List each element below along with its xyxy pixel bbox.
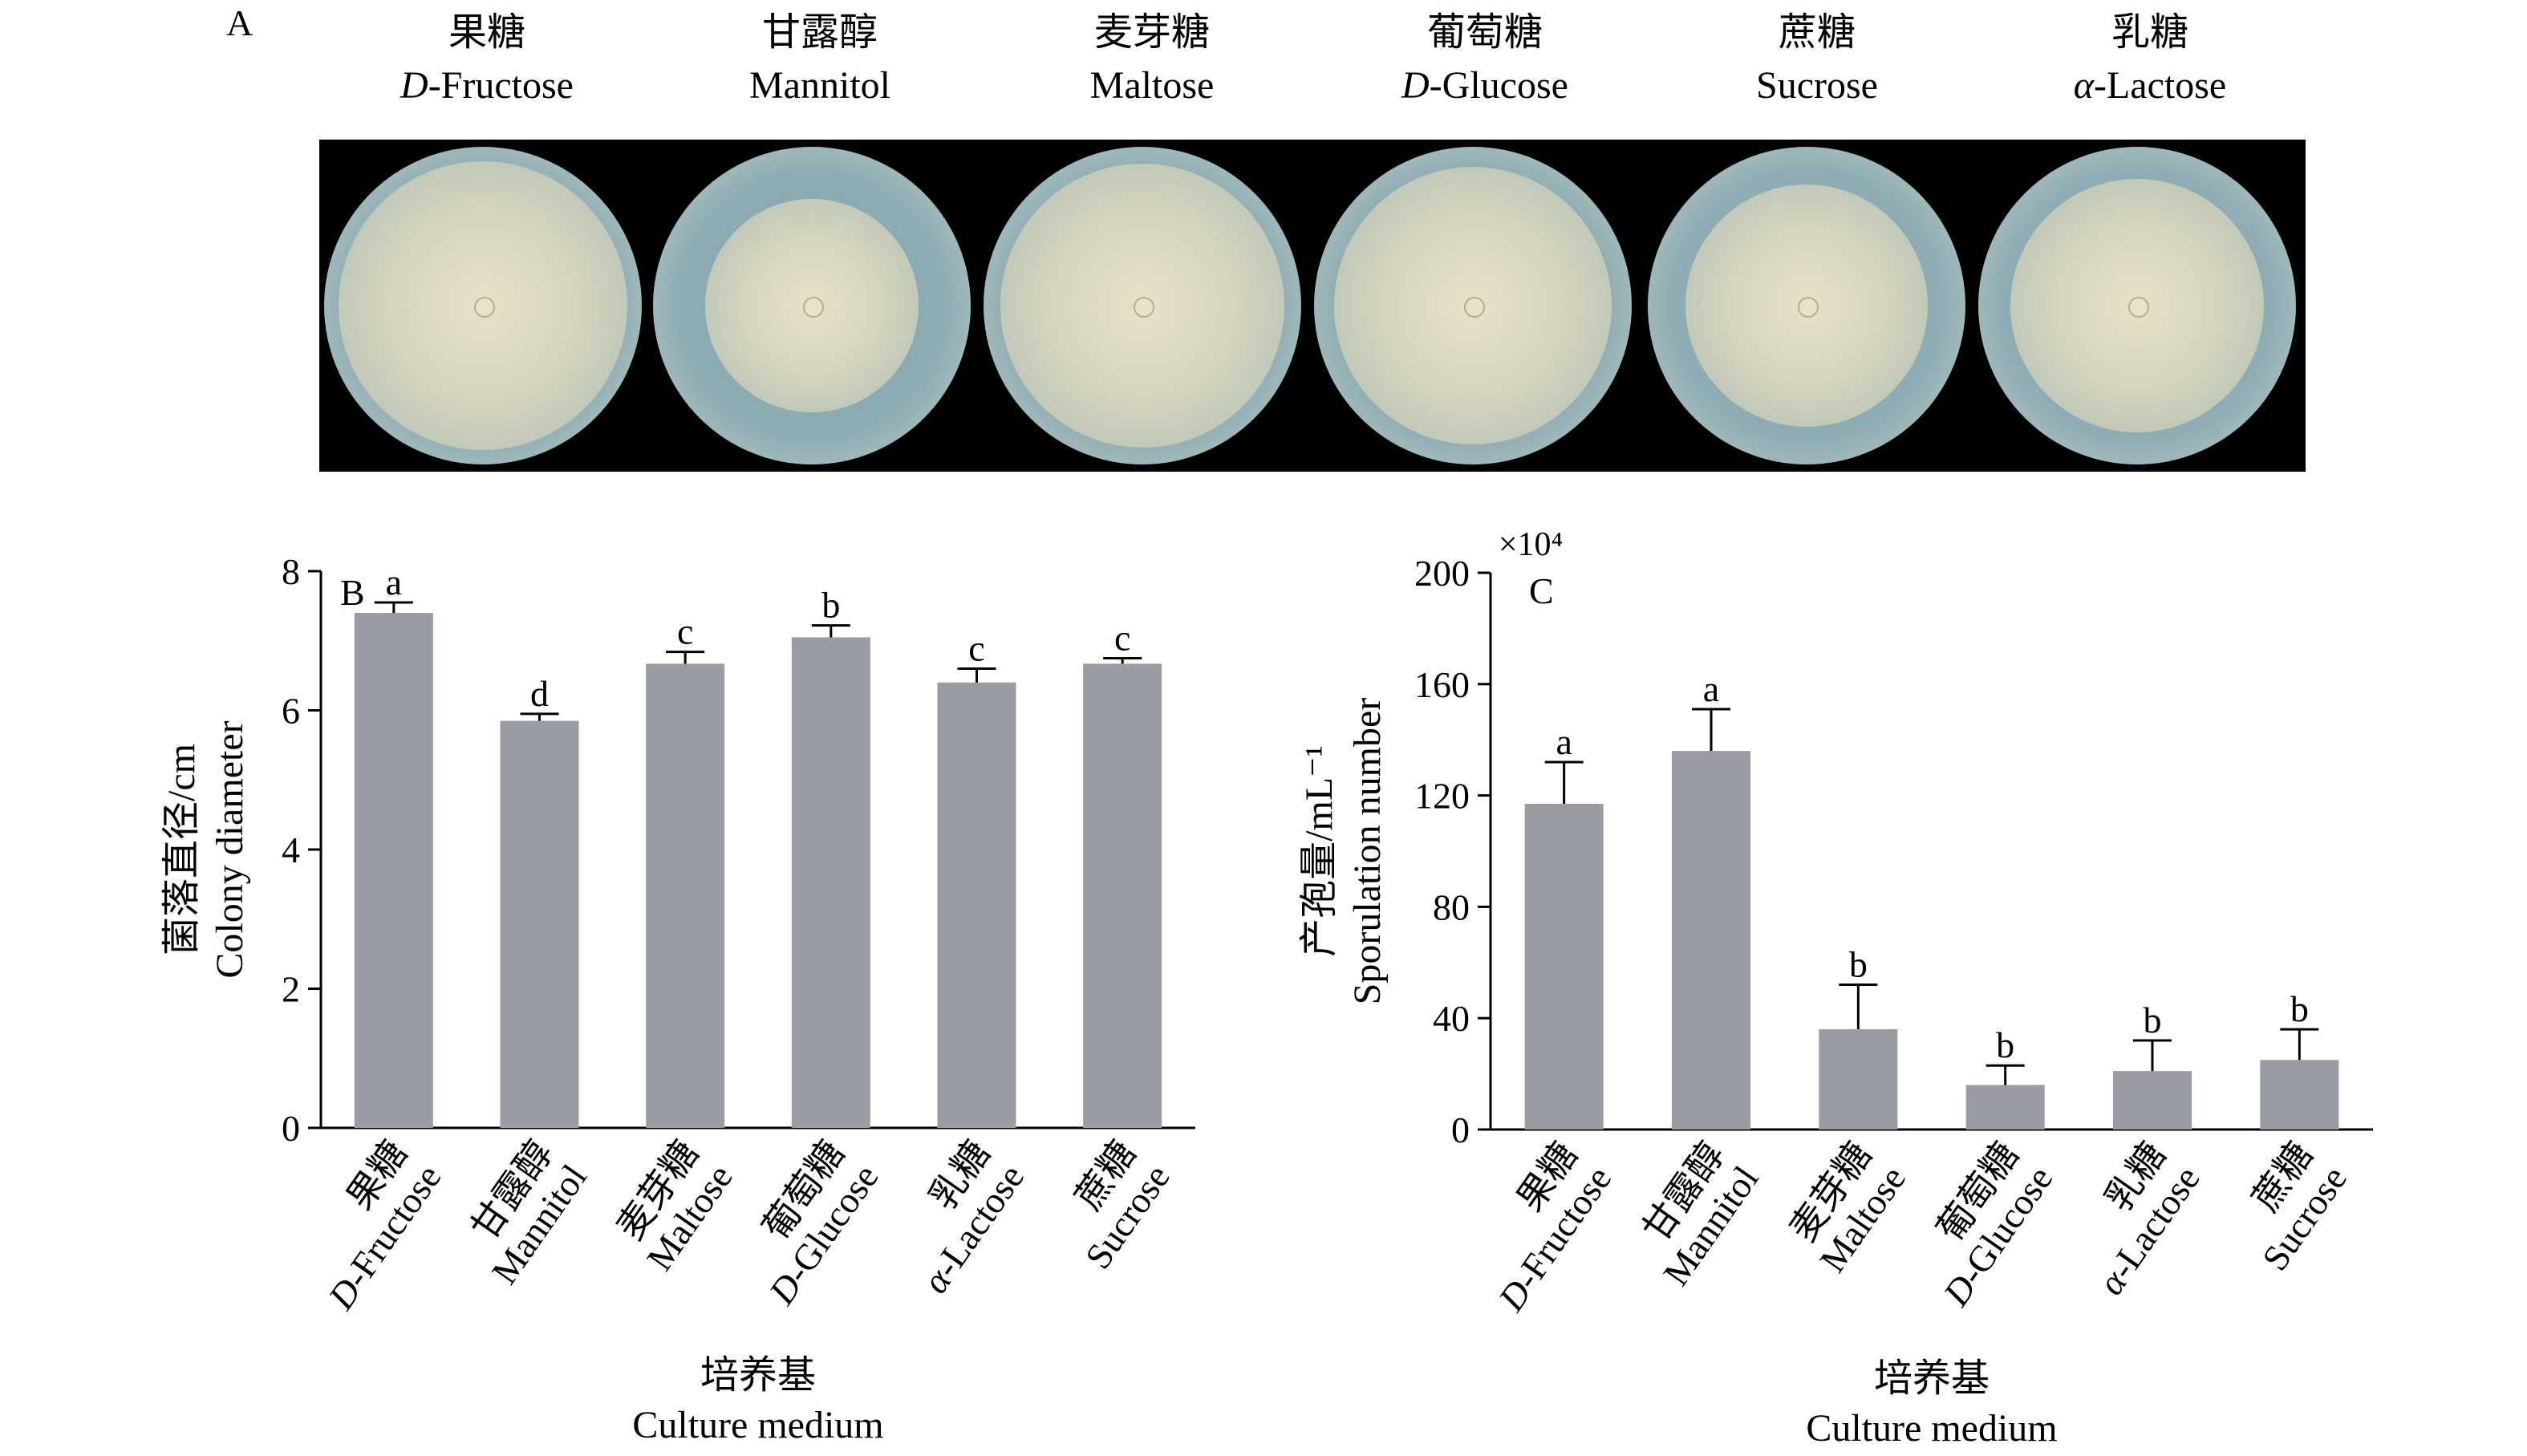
media-label-zh: 葡萄糖 [1426,11,1543,54]
petri-dish [324,147,642,464]
y-axis-label-zh: 产孢量/mL⁻¹ [1298,745,1341,957]
petri-dish [984,147,1301,464]
media-label-zh: 乳糖 [2111,11,2188,54]
media-label: 甘露醇 Mannitol [675,6,964,112]
significance-letter: b [2290,988,2309,1029]
petri-dish-photo-strip [319,140,2306,472]
significance-letter: c [677,611,693,652]
significance-letter: b [1996,1024,2014,1065]
inoculum-plug [474,297,495,318]
x-tick-label: 乳糖α-Lactose [915,1133,1032,1300]
media-label-en: D-Glucose [1401,64,1568,107]
x-axis-label-en: Culture medium [632,1404,883,1446]
media-label-en: α-Lactose [2073,64,2227,107]
significance-letter: a [386,562,402,602]
significance-letter: b [1849,944,1868,985]
bar [791,637,870,1128]
bar [1524,804,1604,1130]
bar [646,663,725,1128]
inoculum-plug [2128,297,2149,318]
bar [354,613,433,1128]
bar [937,682,1016,1128]
y-axis-label-en: Colony diameter [209,720,251,978]
x-axis-label-zh: 培养基 [1874,1357,1990,1400]
petri-dish [653,147,971,464]
media-label-en: Mannitol [749,64,890,107]
media-label: 果糖 D-Fructose [343,6,631,112]
bar [1672,751,1750,1130]
x-axis-label-zh: 培养基 [700,1354,816,1397]
media-label-en: Sucrose [1756,64,1878,107]
media-label: 葡萄糖 D-Glucose [1341,6,1629,112]
petri-dish [1648,147,1965,464]
media-label-zh: 麦芽糖 [1093,11,1210,54]
bar [1819,1029,1898,1130]
significance-letter: d [530,673,549,714]
y-tick-label: 200 [1414,553,1470,594]
panel-a-letter: A [226,2,254,43]
media-label-zh: 蔗糖 [1778,11,1856,54]
inoculum-plug [1798,297,1819,318]
y-tick-label: 40 [1433,998,1470,1039]
axis-multiplier: ×10⁴ [1499,526,1563,563]
y-tick-label: 120 [1414,776,1470,817]
media-label-zh: 果糖 [448,11,525,54]
petri-dish [1978,147,2296,464]
y-axis-label-en: Sporulation number [1346,698,1389,1005]
x-tick-label: 果糖D-Fructose [320,1133,449,1316]
panel-letter: C [1529,570,1554,611]
y-tick-label: 80 [1433,886,1470,927]
bar [1083,663,1162,1128]
significance-letter: a [1556,721,1572,762]
significance-letter: b [2144,1000,2162,1040]
petri-dish [1314,147,1632,464]
y-tick-label: 6 [282,691,300,732]
media-label: 乳糖 α-Lactose [2006,6,2294,112]
media-label-en: D-Fructose [400,64,574,107]
media-label-zh: 甘露醇 [761,11,878,54]
inoculum-plug [1464,297,1485,318]
y-tick-label: 2 [282,969,300,1010]
inoculum-plug [1134,297,1154,318]
y-tick-label: 0 [1451,1109,1470,1150]
y-tick-label: 4 [282,829,300,870]
y-axis-label-zh: 菌落直径/cm [160,744,203,955]
media-label: 蔗糖 Sucrose [1673,6,1961,112]
bar [2260,1060,2339,1130]
panel-letter: B [340,572,365,613]
y-tick-label: 0 [282,1108,300,1149]
media-label: 麦芽糖 Maltose [1008,6,1296,112]
significance-letter: a [1703,668,1719,709]
bar [2113,1071,2192,1130]
significance-letter: c [1114,617,1130,658]
significance-letter: b [821,585,840,626]
x-tick-label: 乳糖α-Lactose [2090,1134,2207,1302]
bar [500,720,579,1128]
inoculum-plug [803,297,824,318]
significance-letter: c [968,627,984,668]
x-axis-label-en: Culture medium [1806,1407,2057,1450]
x-tick-label: 果糖D-Fructose [1490,1134,1619,1318]
media-label-en: Maltose [1089,64,1215,107]
y-tick-label: 8 [282,551,300,592]
y-tick-label: 160 [1414,664,1470,705]
bar [1965,1085,2045,1130]
